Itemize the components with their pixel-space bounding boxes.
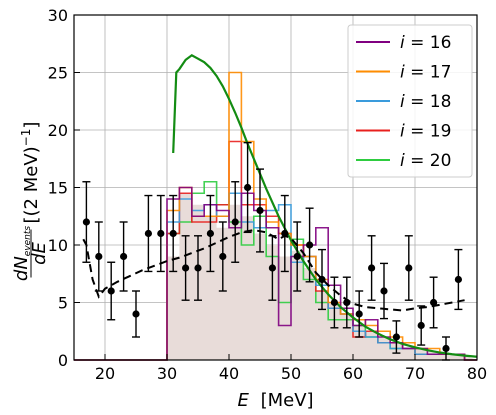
data-point [454, 275, 462, 284]
data-point [144, 229, 152, 238]
dashed-background-curve [82, 229, 465, 312]
x-ticks: 20 30 40 50 60 70 80 [95, 354, 487, 383]
data-point [330, 298, 338, 307]
x-tick-label: 50 [281, 364, 301, 383]
x-tick-label: 40 [219, 364, 239, 383]
data-point [82, 218, 90, 226]
y-tick-label: 20 [48, 121, 68, 140]
y-unit-exponent: −1 [19, 129, 33, 147]
x-axis-label: E [MeV] [237, 390, 313, 411]
green-model-curve [172, 53, 478, 358]
x-tick-label: 20 [95, 364, 115, 383]
legend-label-16: i = 16 [400, 33, 451, 53]
x-axis-variable: E [237, 390, 249, 411]
data-point [343, 298, 351, 307]
x-tick-label: 70 [405, 364, 425, 383]
data-point [169, 229, 177, 238]
y-ticks: 0 5 10 15 20 25 30 [48, 6, 80, 370]
data-point [244, 183, 252, 192]
data-point [318, 275, 326, 284]
data-point [132, 310, 140, 318]
legend-label-17: i = 17 [400, 63, 451, 83]
data-point [256, 206, 264, 215]
y-axis-numerator: dNevents [11, 226, 33, 282]
legend: i = 16 i = 17 i = 18 i = 19 i = 20 [347, 24, 473, 178]
x-axis-unit: [MeV] [261, 390, 314, 411]
legend-box [347, 24, 473, 178]
data-point [107, 287, 115, 295]
data-point [95, 252, 103, 261]
data-point [182, 264, 190, 272]
data-point [405, 264, 413, 272]
x-tick-label: 80 [467, 364, 487, 383]
y-tick-label: 15 [48, 179, 68, 198]
curves [82, 53, 478, 358]
data-point [430, 298, 438, 307]
data-point [231, 218, 239, 226]
background-histogram-fill [167, 193, 477, 360]
data-point [219, 252, 227, 261]
data-points [82, 141, 463, 361]
y-unit-close: ] [21, 122, 42, 129]
data-point [281, 229, 289, 238]
data-point [206, 229, 214, 238]
data-point [194, 264, 202, 272]
y-num-text: dN [11, 256, 32, 281]
y-num-subscript: events [23, 226, 33, 257]
data-point [368, 264, 376, 272]
legend-label-20: i = 20 [400, 151, 451, 171]
data-point [268, 264, 276, 272]
x-tick-label: 30 [157, 364, 177, 383]
data-point [380, 287, 388, 295]
histogram-i-16 [74, 186, 477, 361]
x-tick-label: 60 [343, 364, 363, 383]
data-point [417, 321, 425, 330]
data-point [293, 252, 301, 261]
data-point [442, 344, 450, 353]
data-point [392, 333, 400, 341]
y-axis-unit: [(2 MeV)−1] [19, 122, 42, 224]
legend-label-19: i = 19 [400, 122, 451, 142]
data-point [157, 229, 165, 238]
legend-label-18: i = 18 [400, 92, 451, 112]
background-histogram [167, 193, 477, 360]
data-point [120, 252, 128, 261]
data-point [306, 241, 314, 249]
y-tick-label: 0 [58, 351, 68, 370]
y-tick-label: 5 [58, 294, 68, 313]
y-unit-text: [(2 MeV) [21, 146, 42, 223]
data-point [355, 310, 363, 318]
y-axis-label: dNevents dE [(2 MeV)−1] [11, 122, 50, 282]
y-tick-label: 25 [48, 64, 68, 83]
histogram-i-17 [74, 71, 477, 361]
y-tick-label: 10 [48, 236, 68, 255]
y-axis-denominator: dE [29, 241, 50, 264]
y-tick-label: 30 [48, 6, 68, 25]
